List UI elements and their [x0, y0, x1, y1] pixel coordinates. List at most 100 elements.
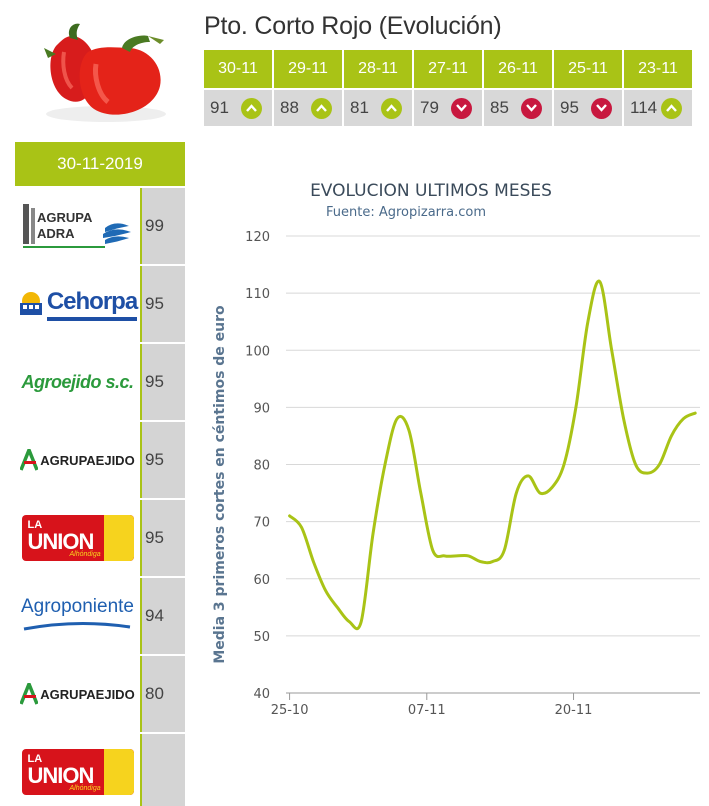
strip-value: 95 [560, 98, 579, 117]
agrupaejido-logo: AGRUPAEJIDO [15, 422, 140, 498]
strip-value-cell: 91 [204, 90, 272, 126]
page-title: Pto. Corto Rojo (Evolución) [204, 12, 502, 40]
company-row[interactable]: AGRUPAEJIDO 95 [15, 422, 185, 498]
y-tick-label: 70 [253, 516, 270, 531]
company-row[interactable]: Agroponiente 94 [15, 578, 185, 654]
company-value: 94 [142, 578, 185, 654]
agrupaejido-logo-text: AGRUPAEJIDO [40, 686, 135, 702]
y-tick-label: 80 [253, 459, 270, 474]
agroejido-logo-text: Agroejido s.c. [21, 371, 134, 392]
strip-value: 114 [630, 98, 658, 117]
agroponiente-logo-text: Agroponiente [20, 596, 135, 617]
company-value: 95 [142, 422, 185, 498]
cehorpa-logo-text: Cehorpa [46, 287, 138, 315]
la-union-logo: LA UNION Alhóndiga [15, 500, 140, 576]
company-value: 95 [142, 266, 185, 342]
chart-grid [286, 235, 700, 694]
strip-date: 25-11 [554, 50, 622, 88]
company-row[interactable]: AGRUPA ADRA 99 [15, 188, 185, 264]
row-separator [140, 266, 142, 342]
strip-value: 79 [420, 98, 439, 117]
company-row[interactable]: AGRUPAEJIDO 80 [15, 656, 185, 732]
strip-date: 23-11 [624, 50, 692, 88]
la-union-logo-text: UNION [27, 763, 95, 788]
row-separator [140, 578, 142, 654]
cehorpa-logo: Cehorpa [15, 266, 140, 342]
la-union-logo-text: Alhóndiga [69, 785, 101, 792]
y-tick-label: 40 [253, 687, 270, 702]
strip-value-cell: 114 [624, 90, 692, 126]
arrow-down-icon [521, 97, 542, 119]
row-separator [140, 344, 142, 420]
strip-col: 29-11 88 [274, 50, 342, 126]
company-row[interactable]: Agroejido s.c. 95 [15, 344, 185, 420]
y-axis-label: Media 3 primeros cortes en céntimos de e… [212, 305, 228, 664]
agrupa-adra-logo-text: AGRUPA [37, 210, 93, 225]
evolution-chart: EVOLUCION ULTIMOS MESES Fuente: Agropiza… [212, 181, 700, 718]
row-separator [140, 500, 142, 576]
arrow-down-icon [451, 97, 472, 119]
chart-title: EVOLUCION ULTIMOS MESES [310, 181, 552, 201]
row-separator [140, 734, 142, 806]
row-separator [140, 656, 142, 732]
arrow-up-icon [381, 97, 402, 119]
panel-date: 30-11-2019 [15, 142, 185, 186]
agrupa-adra-logo: AGRUPA ADRA [15, 188, 140, 264]
strip-value-cell: 81 [344, 90, 412, 126]
company-row[interactable]: Cehorpa 95 [15, 266, 185, 342]
company-value: 95 [142, 344, 185, 420]
row-separator [140, 188, 142, 264]
x-tick-label: 25-10 [271, 703, 309, 718]
company-row[interactable]: LA UNION Alhóndiga [15, 734, 185, 806]
y-tick-label: 120 [245, 230, 270, 245]
x-axis-ticks: 25-10 07-11 20-11 [271, 693, 592, 718]
strip-col: 26-11 85 [484, 50, 552, 126]
strip-value: 88 [280, 98, 299, 117]
strip-value: 91 [210, 98, 229, 117]
y-tick-label: 90 [253, 401, 270, 416]
company-row[interactable]: LA UNION Alhóndiga 95 [15, 500, 185, 576]
arrow-up-icon [241, 97, 262, 119]
strip-date: 30-11 [204, 50, 272, 88]
strip-date: 29-11 [274, 50, 342, 88]
x-tick-label: 07-11 [408, 703, 446, 718]
strip-value-cell: 85 [484, 90, 552, 126]
strip-value: 85 [490, 98, 509, 117]
la-union-logo-text: LA [27, 519, 43, 531]
arrow-up-icon [661, 97, 682, 119]
series-line [288, 279, 697, 631]
strip-col: 25-11 95 [554, 50, 622, 126]
chart-subtitle: Fuente: Agropizarra.com [326, 205, 486, 220]
y-tick-label: 60 [253, 573, 270, 588]
agroponiente-logo: Agroponiente [15, 578, 140, 654]
arrow-down-icon [591, 97, 612, 119]
y-axis-ticks: 40 50 60 70 80 90 100 110 120 [245, 230, 270, 702]
strip-col: 28-11 81 [344, 50, 412, 126]
company-list: AGRUPA ADRA 99 Cehorpa 95 [15, 188, 185, 806]
strip-date: 27-11 [414, 50, 482, 88]
company-value: 80 [142, 656, 185, 732]
pepper-image [44, 23, 166, 122]
agrupa-adra-logo-text: ADRA [37, 226, 75, 241]
strip-col: 30-11 91 [204, 50, 272, 126]
strip-value-cell: 88 [274, 90, 342, 126]
agroejido-logo: Agroejido s.c. [15, 344, 140, 420]
y-tick-label: 100 [245, 344, 270, 359]
la-union-logo-text: Alhóndiga [69, 551, 101, 558]
strip-date: 28-11 [344, 50, 412, 88]
strip-date: 26-11 [484, 50, 552, 88]
strip-col: 23-11 114 [624, 50, 692, 126]
company-value: 99 [142, 188, 185, 264]
la-union-logo-text: UNION [27, 529, 95, 554]
arrow-up-icon [311, 97, 332, 119]
company-value: 95 [142, 500, 185, 576]
y-tick-label: 50 [253, 630, 270, 645]
strip-col: 27-11 79 [414, 50, 482, 126]
row-separator [140, 422, 142, 498]
la-union-logo: LA UNION Alhóndiga [15, 734, 140, 806]
strip-value-cell: 95 [554, 90, 622, 126]
y-tick-label: 110 [245, 287, 270, 302]
price-strip: 30-11 91 29-11 88 28-11 81 27-11 79 26-1… [204, 50, 692, 126]
agrupaejido-logo: AGRUPAEJIDO [15, 656, 140, 732]
strip-value: 81 [350, 98, 369, 117]
